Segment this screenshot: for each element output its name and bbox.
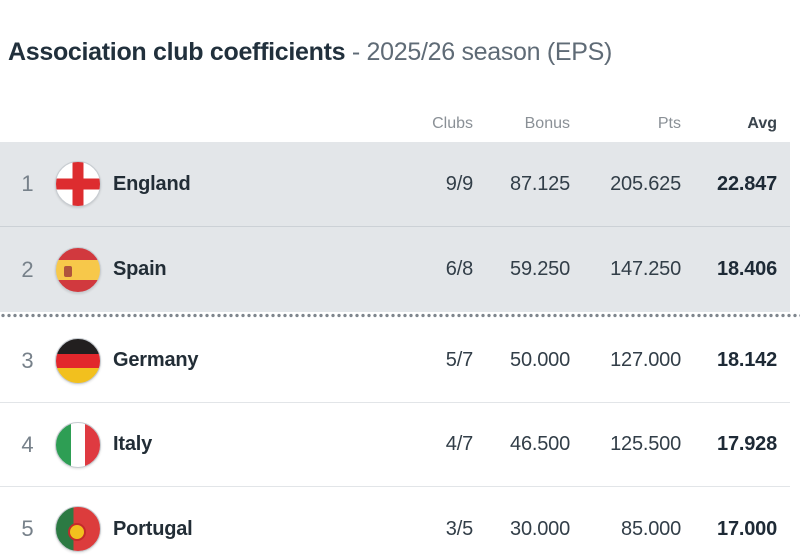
table-row-italy[interactable]: 4 Italy 4/7 46.500 125.500 17.928: [0, 403, 790, 487]
table-row-spain[interactable]: 2 Spain 6/8 59.250 147.250 18.406: [0, 227, 790, 312]
qualification-cutoff-dotted-divider: [0, 312, 800, 319]
table-row-portugal[interactable]: 5 Portugal 3/5 30.000 85.000 17.000: [0, 487, 790, 555]
bonus-value: 46.500: [510, 433, 570, 455]
table-row-england[interactable]: 1 England 9/9 87.125 205.625 22.847: [0, 142, 790, 227]
column-header-clubs: Clubs: [432, 115, 473, 132]
country-name: Portugal: [113, 517, 193, 540]
country-name: Germany: [113, 349, 199, 371]
england-flag-icon: [55, 161, 101, 207]
clubs-value: 3/5: [445, 517, 473, 540]
clubs-value: 4/7: [445, 433, 473, 455]
pts-value: 205.625: [610, 172, 681, 195]
rank-value: 3: [21, 347, 34, 373]
spain-flag-icon: [55, 246, 101, 293]
country-name: Spain: [113, 258, 167, 280]
germany-flag-icon: [55, 337, 101, 384]
avg-value: 17.000: [717, 517, 777, 540]
rank-value: 2: [21, 256, 34, 282]
avg-value: 17.928: [717, 433, 777, 455]
bonus-value: 87.125: [510, 172, 570, 195]
avg-value: 18.142: [717, 349, 777, 371]
column-header-bonus: Bonus: [524, 115, 570, 132]
clubs-value: 9/9: [445, 172, 473, 195]
table-header-row: Clubs Bonus Pts Avg: [0, 67, 790, 142]
avg-value: 18.406: [717, 258, 777, 280]
coefficients-table: Clubs Bonus Pts Avg 1 England 9/9 87.125…: [0, 67, 800, 555]
pts-value: 147.250: [610, 258, 681, 280]
country-name: England: [113, 172, 191, 195]
pts-value: 125.500: [610, 433, 681, 455]
bonus-value: 59.250: [510, 258, 570, 280]
page-title-suffix: - 2025/26 season (EPS): [345, 38, 613, 66]
rank-value: 5: [21, 516, 34, 541]
table-row-germany[interactable]: 3 Germany 5/7 50.000 127.000 18.142: [0, 319, 790, 403]
clubs-value: 6/8: [445, 258, 473, 280]
column-header-avg: Avg: [747, 115, 777, 132]
bonus-value: 30.000: [510, 517, 570, 540]
avg-value: 22.847: [717, 172, 777, 195]
association-coefficients-page: Association club coefficients - 2025/26 …: [0, 38, 800, 555]
pts-value: 85.000: [621, 517, 681, 540]
country-name: Italy: [113, 433, 153, 455]
rank-value: 4: [21, 431, 34, 457]
clubs-value: 5/7: [445, 349, 473, 371]
page-title: Association club coefficients - 2025/26 …: [8, 38, 800, 67]
portugal-flag-icon: [55, 506, 101, 552]
bonus-value: 50.000: [510, 349, 570, 371]
column-header-pts: Pts: [657, 115, 681, 132]
page-title-main: Association club coefficients: [8, 38, 346, 66]
italy-flag-icon: [55, 421, 101, 468]
pts-value: 127.000: [610, 349, 681, 371]
rank-value: 1: [21, 171, 34, 196]
